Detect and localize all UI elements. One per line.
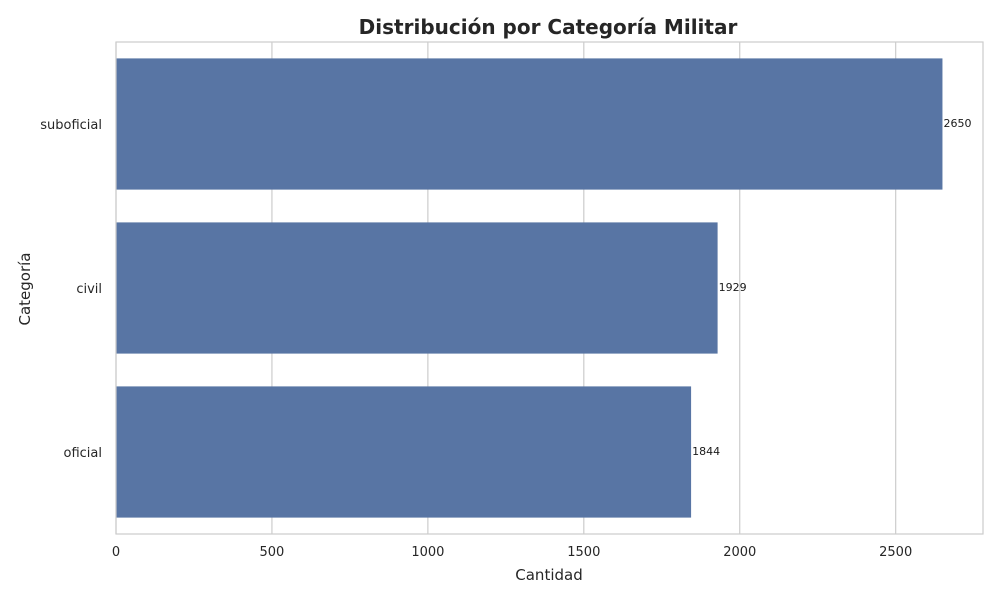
y-axis-label: Categoría	[16, 252, 34, 325]
x-tick-label: 0	[112, 545, 120, 560]
bars	[116, 58, 943, 518]
chart-title: Distribución por Categoría Militar	[359, 15, 738, 39]
bar-suboficial	[116, 58, 943, 190]
data-label-civil: 1929	[719, 281, 747, 294]
data-label-suboficial: 2650	[943, 117, 971, 130]
bar-civil	[116, 222, 718, 354]
x-tick-label: 2500	[879, 545, 912, 560]
plot-frame	[115, 41, 984, 535]
x-axis-label: Cantidad	[515, 566, 582, 584]
x-tick-labels: 0 500 1000 1500 2000 2500	[112, 545, 912, 560]
data-labels: 2650 1929 1844	[692, 117, 971, 458]
y-tick-label-oficial: oficial	[64, 446, 102, 461]
x-tick-label: 1500	[567, 545, 600, 560]
x-tick-label: 1000	[411, 545, 444, 560]
x-tick-label: 2000	[723, 545, 756, 560]
y-tick-label-suboficial: suboficial	[40, 118, 102, 133]
y-tick-labels: suboficial civil oficial	[40, 118, 102, 461]
x-tick-label: 500	[260, 545, 285, 560]
y-tick-label-civil: civil	[76, 282, 102, 297]
bar-oficial	[116, 386, 692, 518]
data-label-oficial: 1844	[692, 445, 720, 458]
